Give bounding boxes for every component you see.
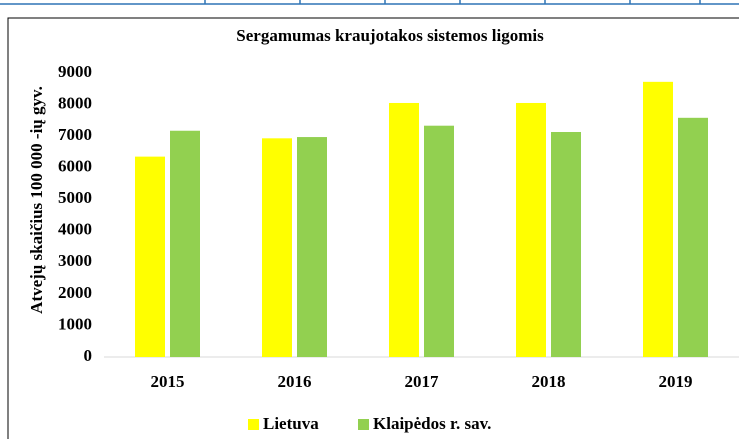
- y-axis-label: Atvejų skaičius 100 000 -ių gyv.: [27, 86, 46, 314]
- bar: [297, 137, 327, 357]
- legend-swatch: [358, 419, 369, 430]
- chart-title: Sergamumas kraujotakos sistemos ligomis: [236, 26, 544, 45]
- y-tick-label: 2000: [58, 283, 92, 302]
- bar: [262, 138, 292, 357]
- bar: [424, 125, 454, 357]
- legend-swatch: [248, 419, 259, 430]
- y-tick-label: 6000: [58, 157, 92, 176]
- x-tick-label: 2017: [405, 372, 440, 391]
- y-tick-label: 4000: [58, 220, 92, 239]
- x-tick-label: 2015: [151, 372, 185, 391]
- y-tick-label: 7000: [58, 125, 92, 144]
- y-tick-label: 0: [84, 346, 93, 365]
- y-tick-label: 9000: [58, 62, 92, 81]
- chart-frame: [7, 17, 739, 439]
- y-tick-label: 1000: [58, 314, 92, 333]
- y-tick-label: 8000: [58, 93, 92, 112]
- y-tick-label: 3000: [58, 251, 92, 270]
- legend-label: Klaipėdos r. sav.: [373, 414, 491, 433]
- bar: [170, 130, 200, 357]
- bar: [678, 117, 708, 357]
- bar: [389, 102, 419, 357]
- x-tick-label: 2018: [532, 372, 566, 391]
- y-tick-label: 5000: [58, 188, 92, 207]
- bar: [643, 81, 673, 357]
- bar: [516, 102, 546, 357]
- page-table-border: [0, 0, 739, 5]
- x-tick-label: 2019: [659, 372, 693, 391]
- bar: [551, 132, 581, 357]
- x-tick-label: 2016: [278, 372, 312, 391]
- bar: [135, 156, 165, 357]
- legend-label: Lietuva: [263, 414, 319, 433]
